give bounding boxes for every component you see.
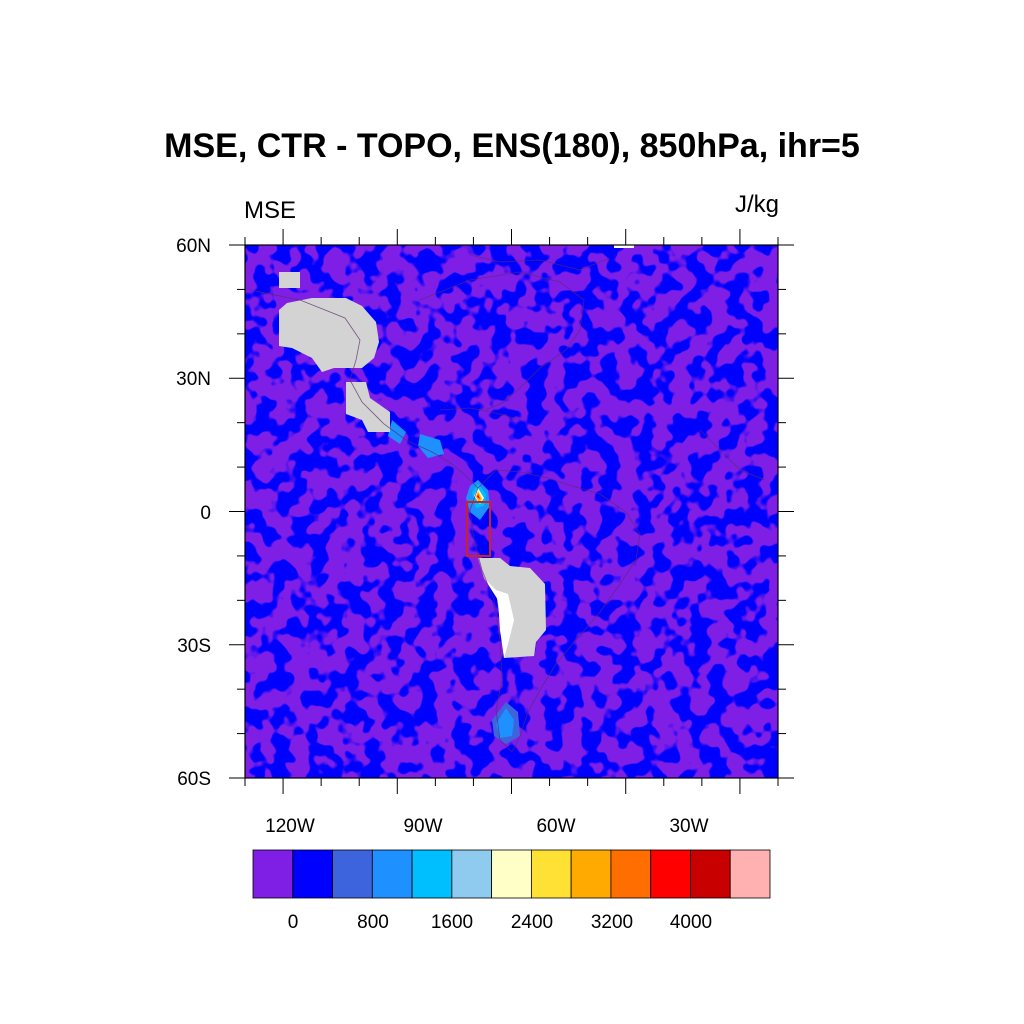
contour-blob xyxy=(477,494,480,499)
x-tick-label: 30W xyxy=(669,816,708,837)
x-tick-label: 60W xyxy=(536,816,575,837)
colorbar-box xyxy=(292,849,333,899)
masked-terrain xyxy=(478,558,546,658)
colorbar-box xyxy=(332,849,373,899)
colorbar-box xyxy=(570,849,612,899)
masked-terrain-edge xyxy=(484,578,514,658)
colorbar-box xyxy=(610,849,652,899)
colorbar-box xyxy=(252,849,294,899)
colorbar-box xyxy=(530,849,572,899)
colorbar-label: 800 xyxy=(357,912,389,933)
masked-terrain xyxy=(279,298,379,372)
colorbar-box xyxy=(729,849,771,899)
colorbar-box xyxy=(491,849,532,899)
masked-terrain-edge xyxy=(614,245,634,248)
y-tick-label: 30S xyxy=(177,636,211,657)
x-tick-label: 120W xyxy=(265,816,315,837)
analysis-box xyxy=(466,501,491,557)
units-string: J/kg xyxy=(735,191,779,218)
colorbar-box xyxy=(371,849,413,899)
y-tick-label: 0 xyxy=(200,503,211,524)
x-tick-label: 90W xyxy=(403,816,442,837)
masked-terrain xyxy=(279,272,300,288)
y-tick-label: 30N xyxy=(176,369,211,390)
y-tick-label: 60N xyxy=(176,236,211,257)
left-string: MSE xyxy=(244,197,296,224)
colorbar-label: 2400 xyxy=(511,912,553,933)
colorbar-box xyxy=(451,849,493,899)
colorbar-label: 1600 xyxy=(431,912,473,933)
colorbar-box xyxy=(411,849,453,899)
coastlines xyxy=(249,254,766,753)
map-axes: 60N 30N 0 30S 60S 120W 90W 60W 30W xyxy=(176,229,794,837)
contour-blob xyxy=(496,708,514,738)
plot-title: MSE, CTR - TOPO, ENS(180), 850hPa, ihr=5 xyxy=(164,127,860,165)
colorbar-box xyxy=(650,849,691,899)
colorbar xyxy=(252,849,771,899)
map-panel xyxy=(245,245,778,778)
colorbar-labels: 0 800 1600 2400 3200 4000 xyxy=(288,912,712,933)
y-tick-label: 60S xyxy=(177,769,211,790)
colorbar-label: 3200 xyxy=(591,912,633,933)
colorbar-label: 0 xyxy=(288,912,299,933)
contour-blob xyxy=(388,420,406,444)
contour-blob xyxy=(418,434,444,458)
colorbar-label: 4000 xyxy=(670,912,712,933)
colorbar-box xyxy=(690,849,731,899)
